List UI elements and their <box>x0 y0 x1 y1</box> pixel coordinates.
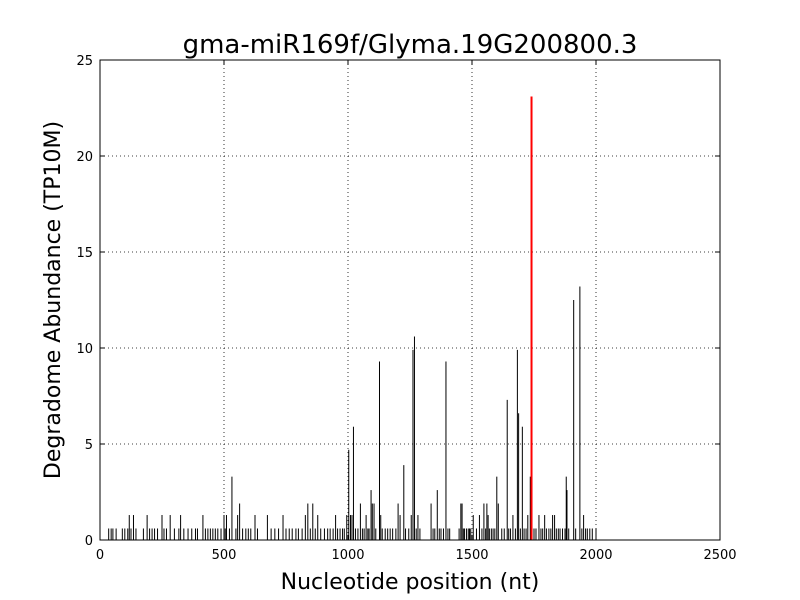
y-tick-label: 15 <box>76 246 93 261</box>
y-tick-label: 20 <box>76 150 93 165</box>
y-tick-label: 10 <box>76 342 93 357</box>
x-tick-label: 1500 <box>455 548 488 563</box>
y-tick-label: 5 <box>85 438 93 453</box>
y-tick-label: 0 <box>85 534 93 549</box>
y-axis-label: Degradome Abundance (TP10M) <box>41 121 66 479</box>
x-tick-label: 1000 <box>331 548 364 563</box>
bars-layer <box>108 96 597 540</box>
x-axis-label: Nucleotide position (nt) <box>281 570 540 595</box>
plot-frame <box>99 59 721 541</box>
x-tick-label: 2000 <box>579 548 612 563</box>
x-tick-label: 500 <box>212 548 237 563</box>
x-tick-label: 0 <box>96 548 104 563</box>
y-tick-label: 25 <box>76 54 93 69</box>
ticks-layer: 0 500 1000 1500 2000 2500 0 5 10 15 20 25 <box>76 54 736 563</box>
x-tick-label: 2500 <box>703 548 736 563</box>
grid-layer <box>100 60 720 540</box>
chart-title: gma-miR169f/Glyma.19G200800.3 <box>183 30 638 60</box>
